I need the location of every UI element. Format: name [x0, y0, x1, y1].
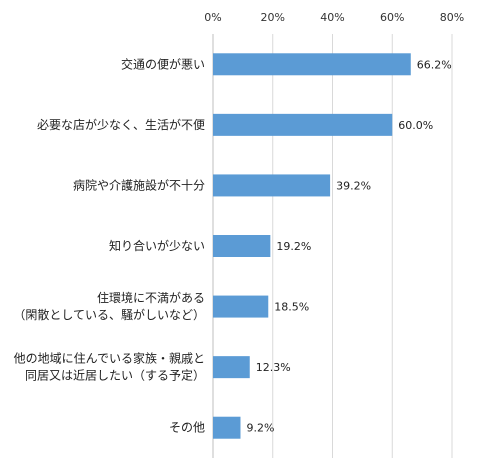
- x-axis-ticks: 0% 20% 40% 60% 80%: [204, 11, 464, 24]
- data-label: 12.3%: [256, 361, 291, 374]
- category-label: 知り合いが少ない: [109, 238, 205, 253]
- bars: [213, 53, 411, 439]
- bar: [213, 235, 271, 257]
- x-tick-label: 0%: [204, 11, 221, 24]
- bar: [213, 113, 393, 136]
- category-label: 必要な店が少なく、生活が不便: [37, 117, 205, 132]
- bar: [213, 416, 241, 439]
- data-label: 39.2%: [336, 179, 371, 192]
- bar: [213, 174, 331, 197]
- bar: [213, 53, 411, 76]
- category-label: （閑散としている、騒がしいなど）: [13, 307, 205, 322]
- x-tick-label: 60%: [380, 11, 404, 24]
- category-label: 住環境に不満がある: [97, 290, 205, 305]
- category-labels: 交通の便が悪い必要な店が少なく、生活が不便病院や介護施設が不十分知り合いが少ない…: [13, 56, 205, 434]
- x-tick-label: 80%: [440, 11, 464, 24]
- data-label: 18.5%: [274, 301, 309, 314]
- category-label: 病院や介護施設が不十分: [73, 177, 205, 192]
- value-labels: 66.2% 60.0% 39.2% 19.2% 18.5% 12.3% 9.2%: [246, 58, 451, 434]
- data-label: 66.2%: [417, 58, 452, 71]
- category-label: 同居又は近居したい（する予定）: [25, 368, 205, 383]
- category-label: 交通の便が悪い: [121, 56, 205, 71]
- x-tick-label: 40%: [320, 11, 344, 24]
- x-tick-label: 20%: [261, 11, 285, 24]
- category-label: 他の地域に住んでいる家族・親戚と: [14, 351, 205, 366]
- category-label: その他: [169, 421, 205, 435]
- gridlines: [212, 34, 453, 458]
- data-label: 60.0%: [398, 119, 433, 132]
- bar: [213, 356, 250, 379]
- data-label: 9.2%: [246, 422, 274, 435]
- bar: [213, 295, 269, 318]
- data-label: 19.2%: [276, 240, 311, 253]
